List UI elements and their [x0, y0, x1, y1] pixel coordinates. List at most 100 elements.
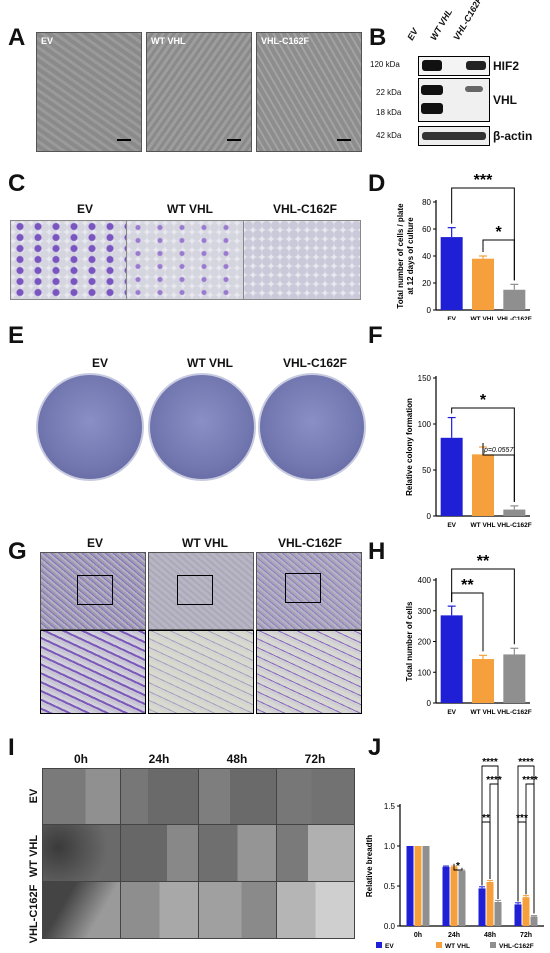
column-label: EV	[91, 356, 108, 370]
band	[421, 85, 443, 95]
panel-label-f: F	[368, 322, 383, 349]
transwell-zoom-wt-vhl	[148, 630, 254, 714]
lane-label: VHL-C162F	[451, 0, 485, 43]
lane-label: EV	[405, 26, 421, 42]
plate-vhl-c162f	[243, 220, 361, 300]
panel-label-d: D	[368, 170, 386, 197]
bar	[458, 870, 466, 926]
timepoint-label: 72h	[304, 752, 326, 766]
x-tick-label: EV	[447, 316, 456, 320]
blot-box-actin	[418, 126, 490, 146]
chart-j: 0.0 0.5 1.0 1.5 Relative breadth 0h 24h 48h 72h *…	[365, 757, 544, 950]
x-tick-label: VHL-C162F	[497, 709, 532, 716]
y-tick-label: 20	[422, 279, 431, 288]
bar	[472, 258, 494, 310]
wound-c162f-72h	[276, 881, 355, 939]
wound-wt-72h	[276, 824, 355, 882]
panel-label-j: J	[368, 734, 382, 761]
dish-wt-vhl	[148, 373, 256, 481]
wound-wt-24h	[120, 824, 199, 882]
micrograph-label: VHL-C162F	[261, 36, 310, 46]
marker: 42 kDa	[376, 131, 402, 140]
band	[422, 132, 486, 140]
transwell-vhl-c162f	[256, 552, 362, 630]
column-label: WT VHL	[167, 202, 213, 216]
y-tick-label: 400	[418, 576, 432, 585]
bar	[486, 882, 494, 926]
panel-label-a: A	[8, 24, 26, 51]
x-tick-label: 24h	[448, 932, 460, 939]
significance-label: *	[480, 392, 487, 409]
y-axis-label: Total number of cells	[405, 601, 414, 681]
band	[421, 103, 443, 114]
legend-label: EV	[385, 943, 394, 950]
dish-vhl-c162f	[258, 373, 366, 481]
zoom-box	[177, 575, 213, 605]
timepoint-label: 48h	[226, 752, 248, 766]
significance-label: ***	[516, 813, 528, 824]
bar	[414, 846, 422, 926]
significance-label: ****	[486, 775, 502, 786]
bar	[440, 615, 463, 703]
significance-bracket	[489, 783, 499, 899]
significance-label: *	[496, 224, 503, 241]
transwell-zoom-vhl-c162f	[256, 630, 362, 714]
legend-swatch	[376, 942, 382, 948]
significance-label: p=0.0557	[483, 447, 514, 454]
wound-wt-0h	[42, 824, 121, 882]
bar	[472, 659, 494, 703]
band	[465, 86, 483, 92]
significance-label: ***	[474, 172, 493, 189]
wound-ev-24h	[120, 768, 199, 825]
x-tick-label: VHL-C162F	[497, 316, 532, 320]
bar	[406, 846, 414, 926]
y-axis-label: Relative breadth	[365, 835, 374, 897]
y-axis-label: Relative colony formation	[405, 398, 414, 496]
significance-bracket	[482, 443, 515, 502]
x-tick-label: 48h	[484, 932, 496, 939]
panel-label-e: E	[8, 322, 25, 349]
x-tick-label: EV	[447, 709, 456, 716]
plate-ev	[10, 220, 127, 300]
chart-d: 0 20 40 60 80 Total number of cells / plate at…	[396, 172, 532, 320]
transwell-zoom-ev	[40, 630, 146, 714]
band	[466, 61, 486, 70]
y-tick-label: 60	[422, 225, 431, 234]
y-tick-label: 1.0	[384, 842, 396, 851]
chart-f: 0 50 100 150 Relative colony formation EV WT V…	[405, 374, 532, 528]
significance-label: ****	[522, 775, 538, 786]
timepoint-label: 24h	[148, 752, 170, 766]
wound-ev-48h	[198, 768, 277, 825]
bar	[530, 916, 538, 926]
micrograph-label: WT VHL	[151, 36, 186, 46]
dish-ev	[36, 373, 144, 481]
x-tick-label: WT VHL	[471, 522, 496, 528]
blot-box-vhl	[418, 78, 490, 122]
significance-label: ****	[518, 757, 534, 768]
x-tick-label: VHL-C162F	[497, 522, 532, 528]
y-axis-label: at 12 days of culture	[406, 217, 415, 295]
column-label: WT VHL	[182, 536, 228, 550]
bar	[450, 866, 458, 926]
band	[422, 60, 442, 71]
micrograph-vhl-c162f: VHL-C162F	[256, 32, 362, 152]
significance-label: ****	[482, 757, 498, 768]
y-tick-label: 0	[427, 306, 432, 315]
y-tick-label: 0	[427, 699, 432, 708]
y-tick-label: 0	[427, 512, 432, 521]
panel-label-b: B	[369, 24, 387, 51]
bar	[494, 902, 502, 926]
wound-wt-48h	[198, 824, 277, 882]
y-tick-label: 80	[422, 198, 431, 207]
scale-bar	[227, 139, 241, 141]
bar	[440, 237, 463, 310]
column-label: EV	[76, 202, 93, 216]
bar	[422, 846, 430, 926]
column-label: VHL-C162F	[282, 356, 347, 370]
bar	[503, 289, 526, 310]
micrograph-label: EV	[41, 36, 54, 46]
panel-label-c: C	[8, 170, 26, 197]
bar	[440, 437, 463, 516]
significance-label: *	[456, 861, 460, 872]
y-tick-label: 300	[418, 607, 432, 616]
